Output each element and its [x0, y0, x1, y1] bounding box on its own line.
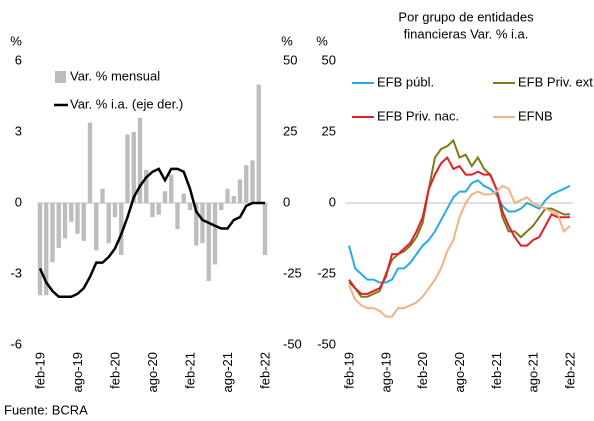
y-unit: %: [10, 33, 22, 48]
x-tick-label: feb-22: [562, 352, 577, 389]
x-tick-label: feb-20: [107, 352, 122, 389]
bar: [244, 165, 249, 203]
x-tick-label: feb-19: [32, 352, 47, 389]
y-tick-label: -25: [283, 265, 302, 280]
y-tick-label: 0: [15, 194, 22, 209]
bar: [181, 193, 186, 203]
bar: [156, 203, 161, 215]
bar: [200, 203, 205, 244]
x-tick-label: ago-19: [70, 352, 85, 392]
y-tick-label: -6: [10, 336, 22, 351]
bar: [125, 134, 130, 203]
x-tick-label: ago-19: [378, 352, 393, 392]
y-tick-label: 25: [283, 123, 297, 138]
x-tick-label: feb-22: [257, 352, 272, 389]
bar: [250, 160, 255, 203]
legend-label: EFNB: [518, 108, 553, 123]
bar: [69, 203, 74, 222]
bar: [237, 179, 243, 203]
bar: [206, 203, 211, 282]
y-tick-label: 6: [15, 52, 22, 67]
legend-label: Var. % i.a. (eje der.): [70, 96, 183, 111]
y-tick-label: 50: [283, 52, 297, 67]
legend-label: EFB públ.: [377, 74, 434, 89]
x-tick-label: ago-21: [220, 352, 235, 392]
bar: [137, 117, 143, 203]
y-unit: %: [316, 33, 328, 48]
bar: [262, 203, 268, 256]
bar: [87, 122, 93, 203]
x-tick-label: ago-20: [452, 352, 467, 392]
chart-title: financieras Var. % i.a.: [404, 26, 529, 41]
bar: [150, 203, 155, 218]
bar: [219, 203, 224, 211]
x-tick-label: feb-19: [341, 352, 356, 389]
bar: [94, 203, 99, 251]
series-line: [348, 184, 571, 318]
bar: [212, 203, 218, 265]
bar: [256, 84, 261, 203]
bar: [144, 169, 149, 203]
bar: [225, 188, 230, 203]
bar: [194, 203, 199, 246]
bar: [81, 203, 86, 241]
bar: [131, 132, 136, 203]
series-line: [38, 167, 265, 298]
legend-swatch: [55, 71, 66, 83]
chart-title: Por grupo de entidades: [398, 9, 534, 24]
y-tick-label: 3: [15, 123, 22, 138]
y2-unit: %: [281, 33, 293, 48]
bar: [62, 203, 68, 239]
bar: [44, 203, 49, 296]
y-tick-label: -50: [317, 336, 336, 351]
legend-label: EFB Priv. nac.: [377, 108, 459, 123]
x-tick-label: ago-21: [526, 352, 541, 392]
y-tick-label: 0: [283, 194, 290, 209]
y-tick-label: 50: [322, 52, 336, 67]
legend-label: EFB Priv. ext.: [518, 74, 594, 89]
x-tick-label: feb-20: [415, 352, 430, 389]
bar: [37, 203, 43, 296]
bar: [119, 203, 124, 256]
bar: [175, 203, 180, 230]
legend-label: Var. % mensual: [70, 68, 160, 83]
x-tick-label: feb-21: [182, 352, 197, 389]
bar: [56, 203, 61, 248]
x-tick-label: ago-20: [145, 352, 160, 392]
y-tick-label: -25: [317, 265, 336, 280]
y-tick-label: 25: [322, 123, 336, 138]
bar: [169, 174, 174, 203]
bar: [187, 203, 193, 211]
y-tick-label: 0: [329, 194, 336, 209]
bar: [100, 188, 105, 203]
series-line: [348, 179, 571, 284]
bar: [162, 191, 168, 203]
bar: [75, 203, 80, 234]
y-tick-label: -3: [10, 265, 22, 280]
bar: [50, 203, 55, 263]
x-tick-label: feb-21: [489, 352, 504, 389]
bar: [112, 203, 118, 218]
y-tick-label: -50: [283, 336, 302, 351]
source-note: Fuente: BCRA: [4, 402, 88, 417]
bar: [106, 203, 111, 244]
series-line: [348, 155, 570, 295]
bar: [231, 195, 236, 203]
